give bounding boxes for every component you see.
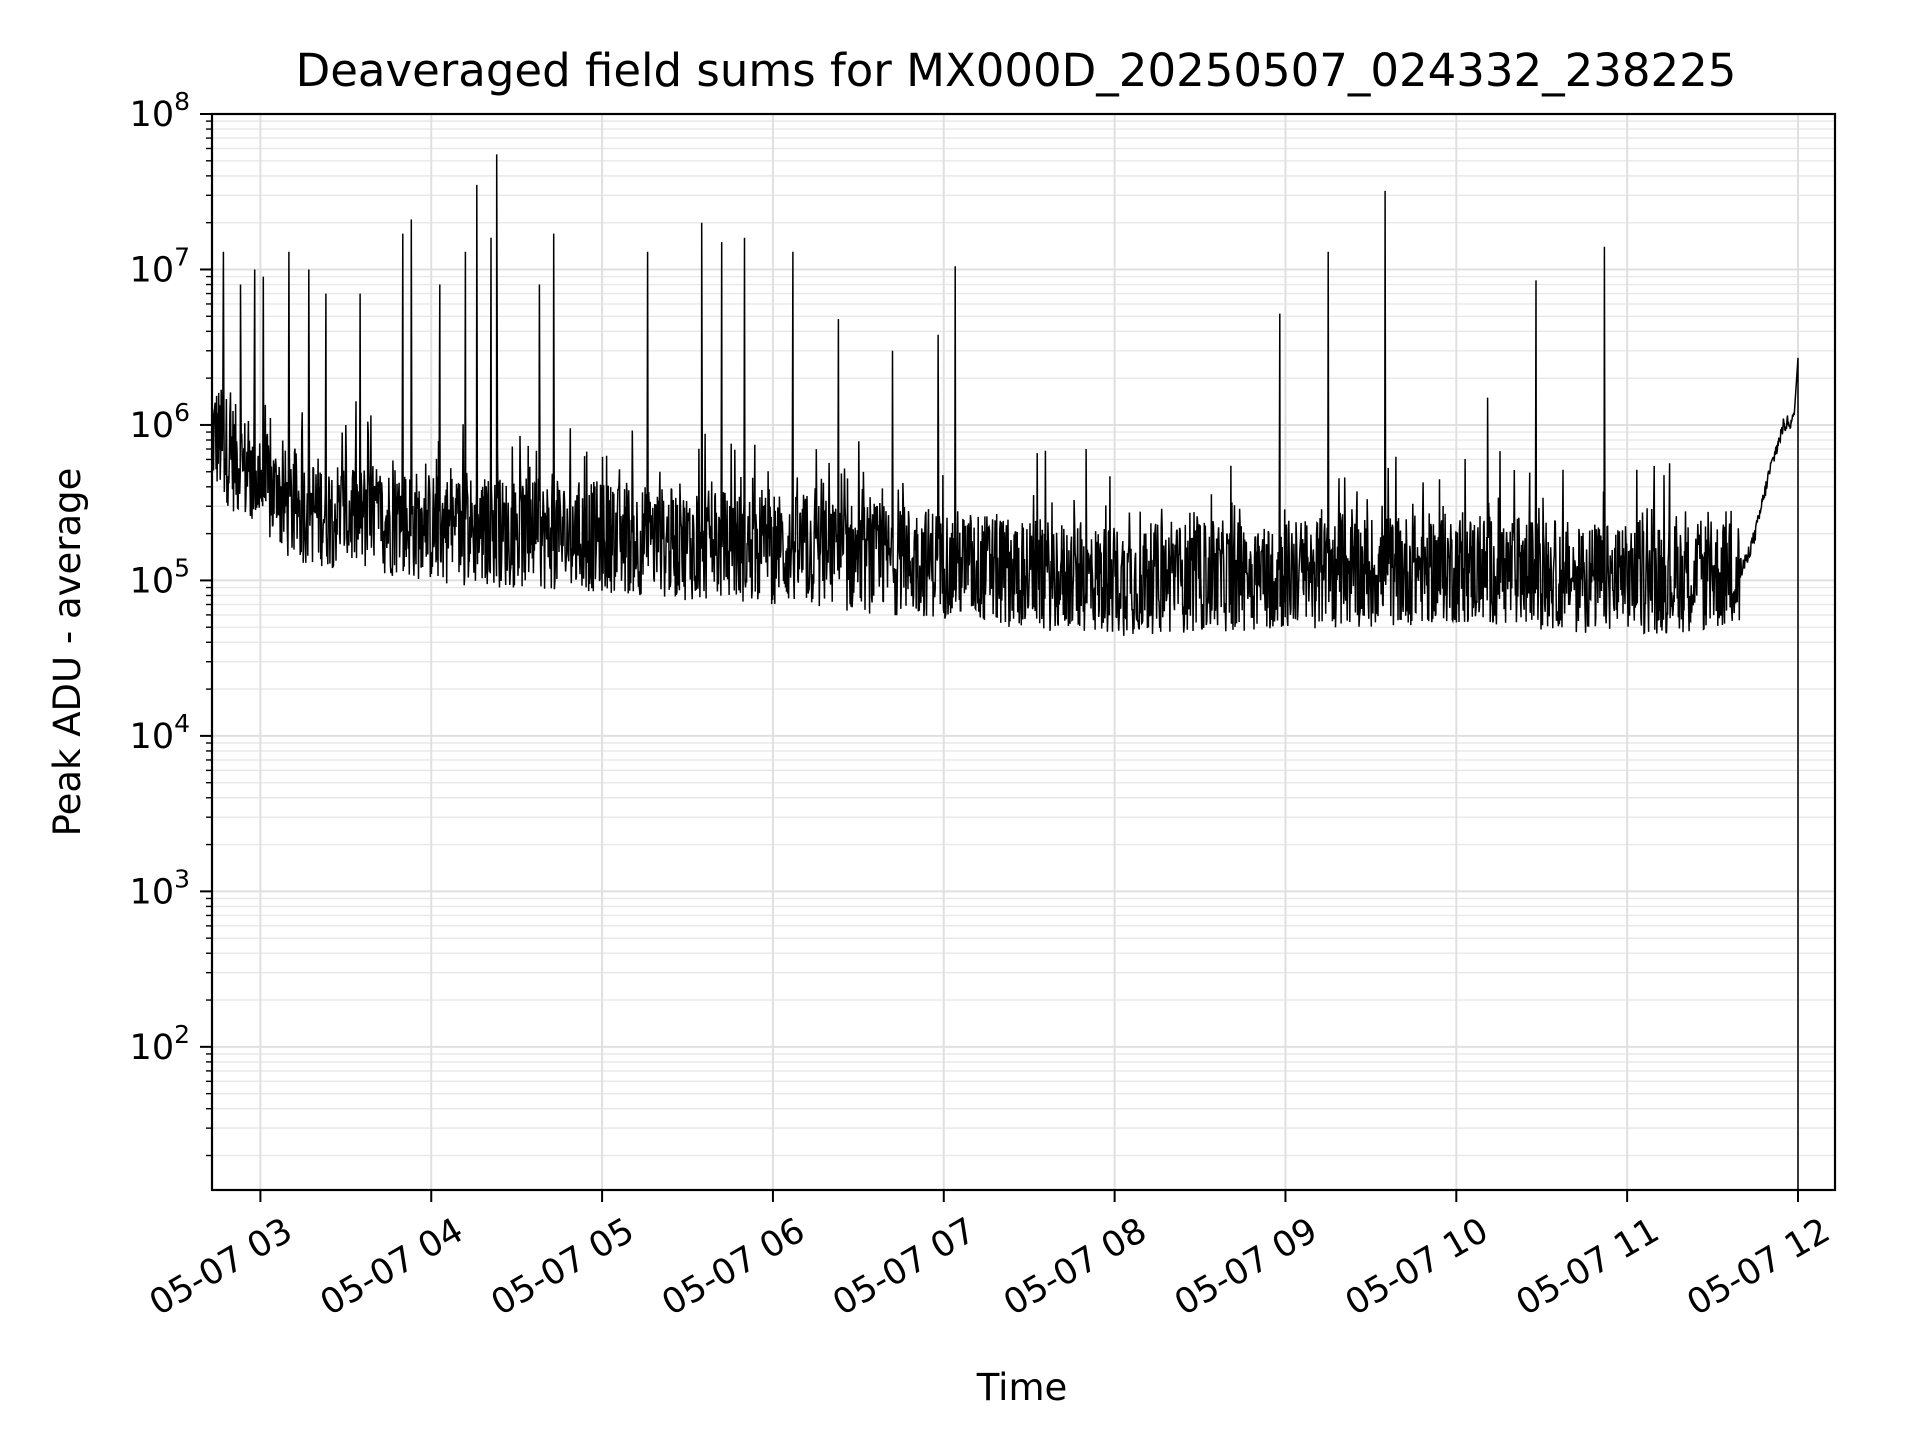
y-axis-label: Peak ADU - average bbox=[46, 468, 89, 837]
y-tick-label: 103 bbox=[130, 864, 190, 912]
y-tick-label: 106 bbox=[130, 398, 190, 446]
x-axis-label: Time bbox=[976, 1366, 1068, 1409]
series-line bbox=[211, 154, 1799, 1190]
chart-title: Deaveraged field sums for MX000D_2025050… bbox=[296, 44, 1737, 97]
plot-frame bbox=[210, 112, 1837, 1192]
y-axis: 102 103 104 105 106 107 108 bbox=[130, 87, 212, 1157]
y-tick-label: 105 bbox=[130, 553, 190, 601]
y-tick-label: 108 bbox=[130, 87, 190, 135]
y-tick-label: 104 bbox=[130, 709, 190, 757]
y-tick-label: 107 bbox=[130, 242, 190, 290]
y-tick-label: 102 bbox=[130, 1020, 190, 1068]
series-layer bbox=[211, 154, 1799, 1190]
